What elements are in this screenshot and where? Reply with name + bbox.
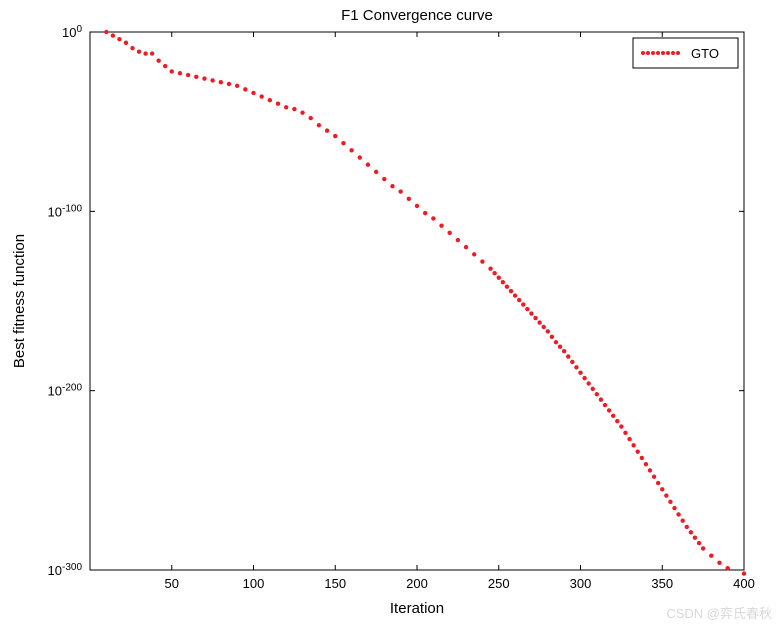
y-axis-label: Best fitness function [11,234,28,368]
x-tick-label: 400 [733,576,755,591]
chart-container: F1 Convergence curve 50 100 150 200 250 300 350… [0,0,780,626]
convergence-chart: F1 Convergence curve 50 100 150 200 250 300 350… [0,0,780,626]
chart-title: F1 Convergence curve [341,7,493,24]
x-tick-label: 200 [406,576,428,591]
x-tick-label: 100 [243,576,265,591]
x-tick-label: 250 [488,576,510,591]
legend-label: GTO [691,46,719,61]
x-tick-label: 350 [651,576,673,591]
x-tick-label: 300 [570,576,592,591]
watermark-text: CSDN @弈氏春秋 [666,606,772,621]
x-axis-label: Iteration [390,600,444,617]
legend: GTO [633,38,738,68]
x-tick-label: 50 [165,576,179,591]
x-tick-label: 150 [324,576,346,591]
